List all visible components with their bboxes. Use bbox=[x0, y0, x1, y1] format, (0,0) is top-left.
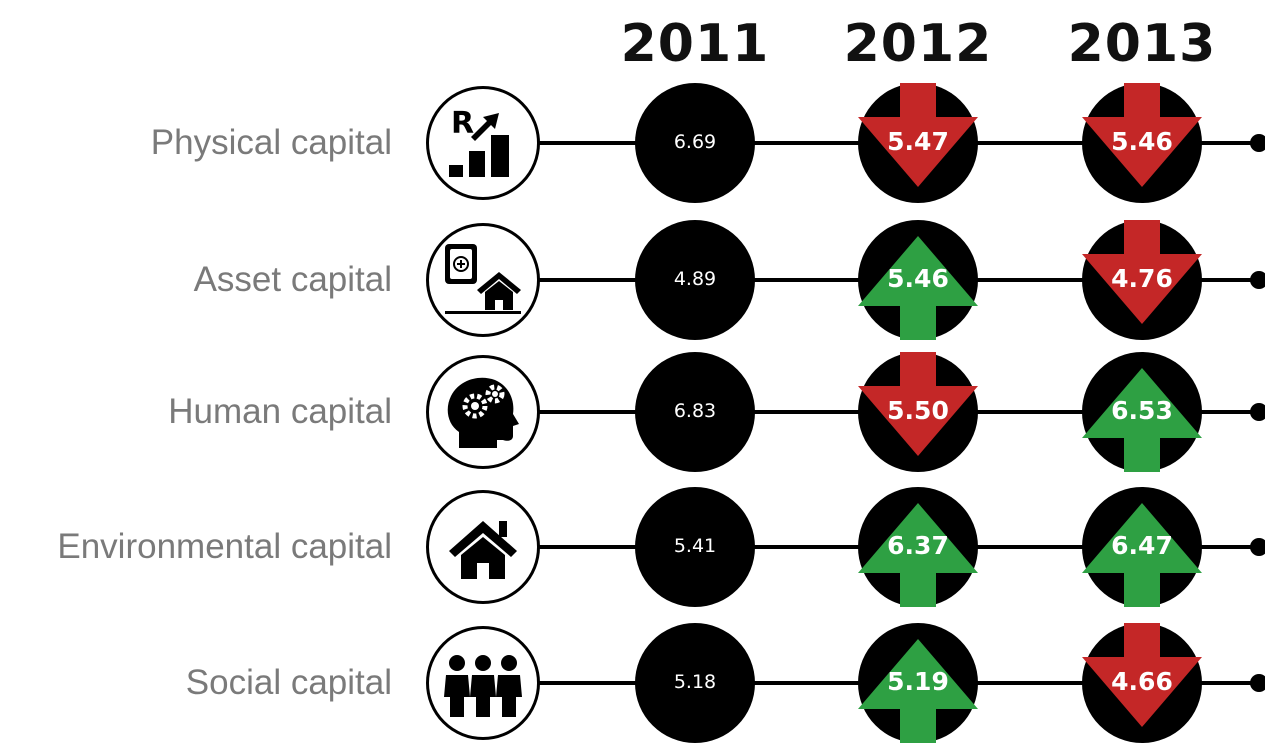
increase-arrow-icon bbox=[1082, 368, 1202, 472]
value-circle: 6.83 bbox=[635, 352, 755, 472]
head-with-gears-icon bbox=[426, 355, 540, 469]
year-label: 2012 bbox=[843, 14, 993, 74]
group-of-people-icon bbox=[426, 626, 540, 740]
row-label: Physical capital bbox=[150, 123, 392, 162]
value-label: 5.19 bbox=[887, 667, 949, 696]
value-label: 5.47 bbox=[887, 127, 949, 156]
row-label: Environmental capital bbox=[57, 527, 392, 566]
value-label: 6.37 bbox=[887, 531, 949, 560]
row-end-dot bbox=[1250, 134, 1265, 152]
row-label: Social capital bbox=[185, 663, 392, 702]
increase-arrow-icon bbox=[858, 503, 978, 607]
value-circle: 6.53 bbox=[1082, 352, 1202, 472]
svg-text:R: R bbox=[451, 106, 474, 141]
year-label: 2011 bbox=[620, 14, 770, 74]
decrease-arrow-icon bbox=[1082, 220, 1202, 324]
house-icon bbox=[426, 490, 540, 604]
value-label: 6.83 bbox=[673, 400, 717, 422]
value-circle: 5.19 bbox=[858, 623, 978, 743]
row-label: Asset capital bbox=[193, 260, 392, 299]
value-circle: 5.46 bbox=[858, 220, 978, 340]
value-circle: 5.50 bbox=[858, 352, 978, 472]
value-label: 5.41 bbox=[673, 535, 717, 557]
value-label: 5.50 bbox=[887, 396, 949, 425]
value-circle: 4.89 bbox=[635, 220, 755, 340]
value-label: 4.76 bbox=[1111, 264, 1173, 293]
safe-and-house-icon bbox=[426, 223, 540, 337]
decrease-arrow-icon bbox=[858, 352, 978, 456]
row-end-dot bbox=[1250, 403, 1265, 421]
row-end-dot bbox=[1250, 271, 1265, 289]
value-label: 6.47 bbox=[1111, 531, 1173, 560]
rand-growth-chart-icon: R bbox=[426, 86, 540, 200]
value-label: 5.18 bbox=[673, 671, 717, 693]
value-circle: 5.46 bbox=[1082, 83, 1202, 203]
value-label: 6.69 bbox=[673, 131, 717, 153]
increase-arrow-icon bbox=[858, 639, 978, 743]
value-label: 5.46 bbox=[887, 264, 949, 293]
year-label: 2013 bbox=[1067, 14, 1217, 74]
value-circle: 5.41 bbox=[635, 487, 755, 607]
row-end-dot bbox=[1250, 538, 1265, 556]
value-circle: 5.18 bbox=[635, 623, 755, 743]
decrease-arrow-icon bbox=[1082, 83, 1202, 187]
value-circle: 6.37 bbox=[858, 487, 978, 607]
value-label: 5.46 bbox=[1111, 127, 1173, 156]
row-end-dot bbox=[1250, 674, 1265, 692]
value-label: 4.89 bbox=[673, 268, 717, 290]
value-circle: 4.66 bbox=[1082, 623, 1202, 743]
value-label: 4.66 bbox=[1111, 667, 1173, 696]
decrease-arrow-icon bbox=[1082, 623, 1202, 727]
row-label: Human capital bbox=[168, 392, 392, 431]
increase-arrow-icon bbox=[1082, 503, 1202, 607]
decrease-arrow-icon bbox=[858, 83, 978, 187]
value-label: 6.53 bbox=[1111, 396, 1173, 425]
value-circle: 4.76 bbox=[1082, 220, 1202, 340]
increase-arrow-icon bbox=[858, 236, 978, 340]
value-circle: 5.47 bbox=[858, 83, 978, 203]
value-circle: 6.69 bbox=[635, 83, 755, 203]
value-circle: 6.47 bbox=[1082, 487, 1202, 607]
